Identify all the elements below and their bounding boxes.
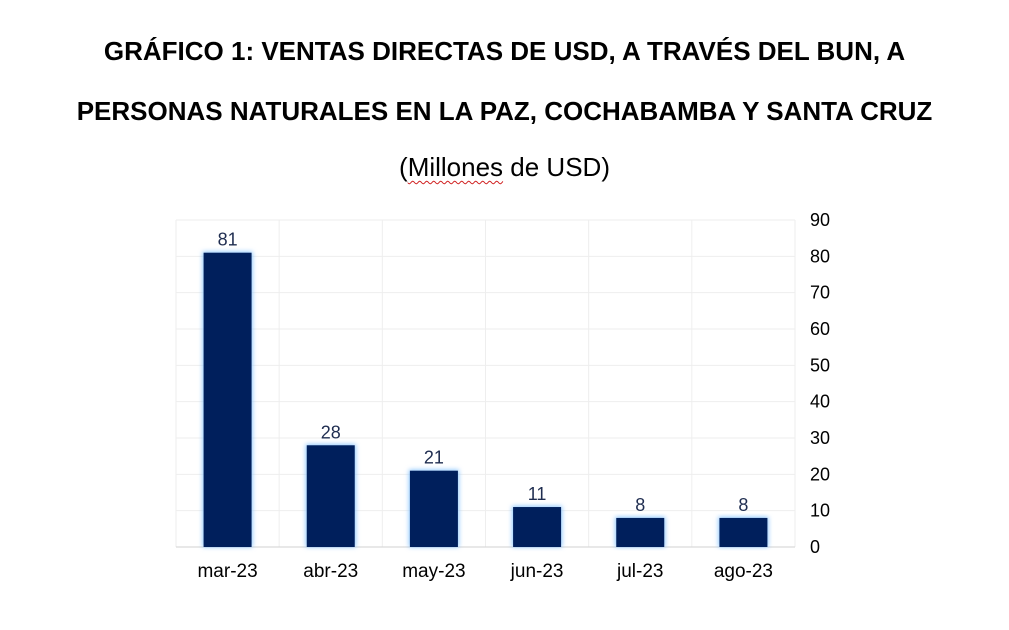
y-tick-label: 70: [810, 283, 830, 303]
y-tick-label: 0: [810, 537, 820, 557]
y-tick-label: 90: [810, 210, 830, 230]
subtitle-rest: de USD): [503, 152, 610, 182]
bar: [409, 470, 458, 547]
bar: [513, 507, 562, 547]
bar: [203, 252, 252, 547]
y-tick-label: 40: [810, 392, 830, 412]
x-tick-label: ago-23: [714, 561, 773, 582]
chart-subtitle: (Millones de USD): [0, 152, 1009, 183]
chart-title-line-1: GRÁFICO 1: VENTAS DIRECTAS DE USD, A TRA…: [103, 36, 906, 66]
x-tick-label: abr-23: [303, 561, 358, 582]
x-tick-label: jul-23: [616, 561, 663, 582]
data-label: 11: [528, 484, 547, 504]
x-axis-labels: mar-23 abr-23 may-23 jun-23 jul-23 ago-23: [197, 561, 773, 582]
subtitle-word: Millones: [407, 152, 504, 182]
x-tick-label: may-23: [402, 561, 465, 582]
y-tick-label: 30: [810, 428, 830, 448]
data-label: 28: [321, 422, 341, 442]
data-label: 21: [424, 448, 444, 468]
bar: [616, 517, 665, 547]
data-label: 8: [635, 495, 645, 515]
bar: [719, 517, 768, 547]
data-label: 81: [218, 230, 238, 250]
y-tick-label: 10: [810, 501, 830, 521]
bar: [306, 445, 355, 547]
y-axis-labels: 0 10 20 30 40 50 60 70 80 90: [810, 210, 830, 557]
subtitle-open: (: [399, 152, 408, 182]
y-tick-label: 20: [810, 464, 830, 484]
chart-title-line-2: PERSONAS NATURALES EN LA PAZ, COCHABAMBA…: [76, 96, 933, 126]
y-tick-label: 50: [810, 355, 830, 375]
y-tick-label: 60: [810, 319, 830, 339]
x-tick-label: mar-23: [197, 561, 257, 582]
bars: 81 28 21 11 8 8: [202, 230, 769, 547]
x-tick-label: jun-23: [510, 561, 564, 582]
data-label: 8: [738, 495, 748, 515]
y-tick-label: 80: [810, 246, 830, 266]
grid: [175, 219, 796, 548]
